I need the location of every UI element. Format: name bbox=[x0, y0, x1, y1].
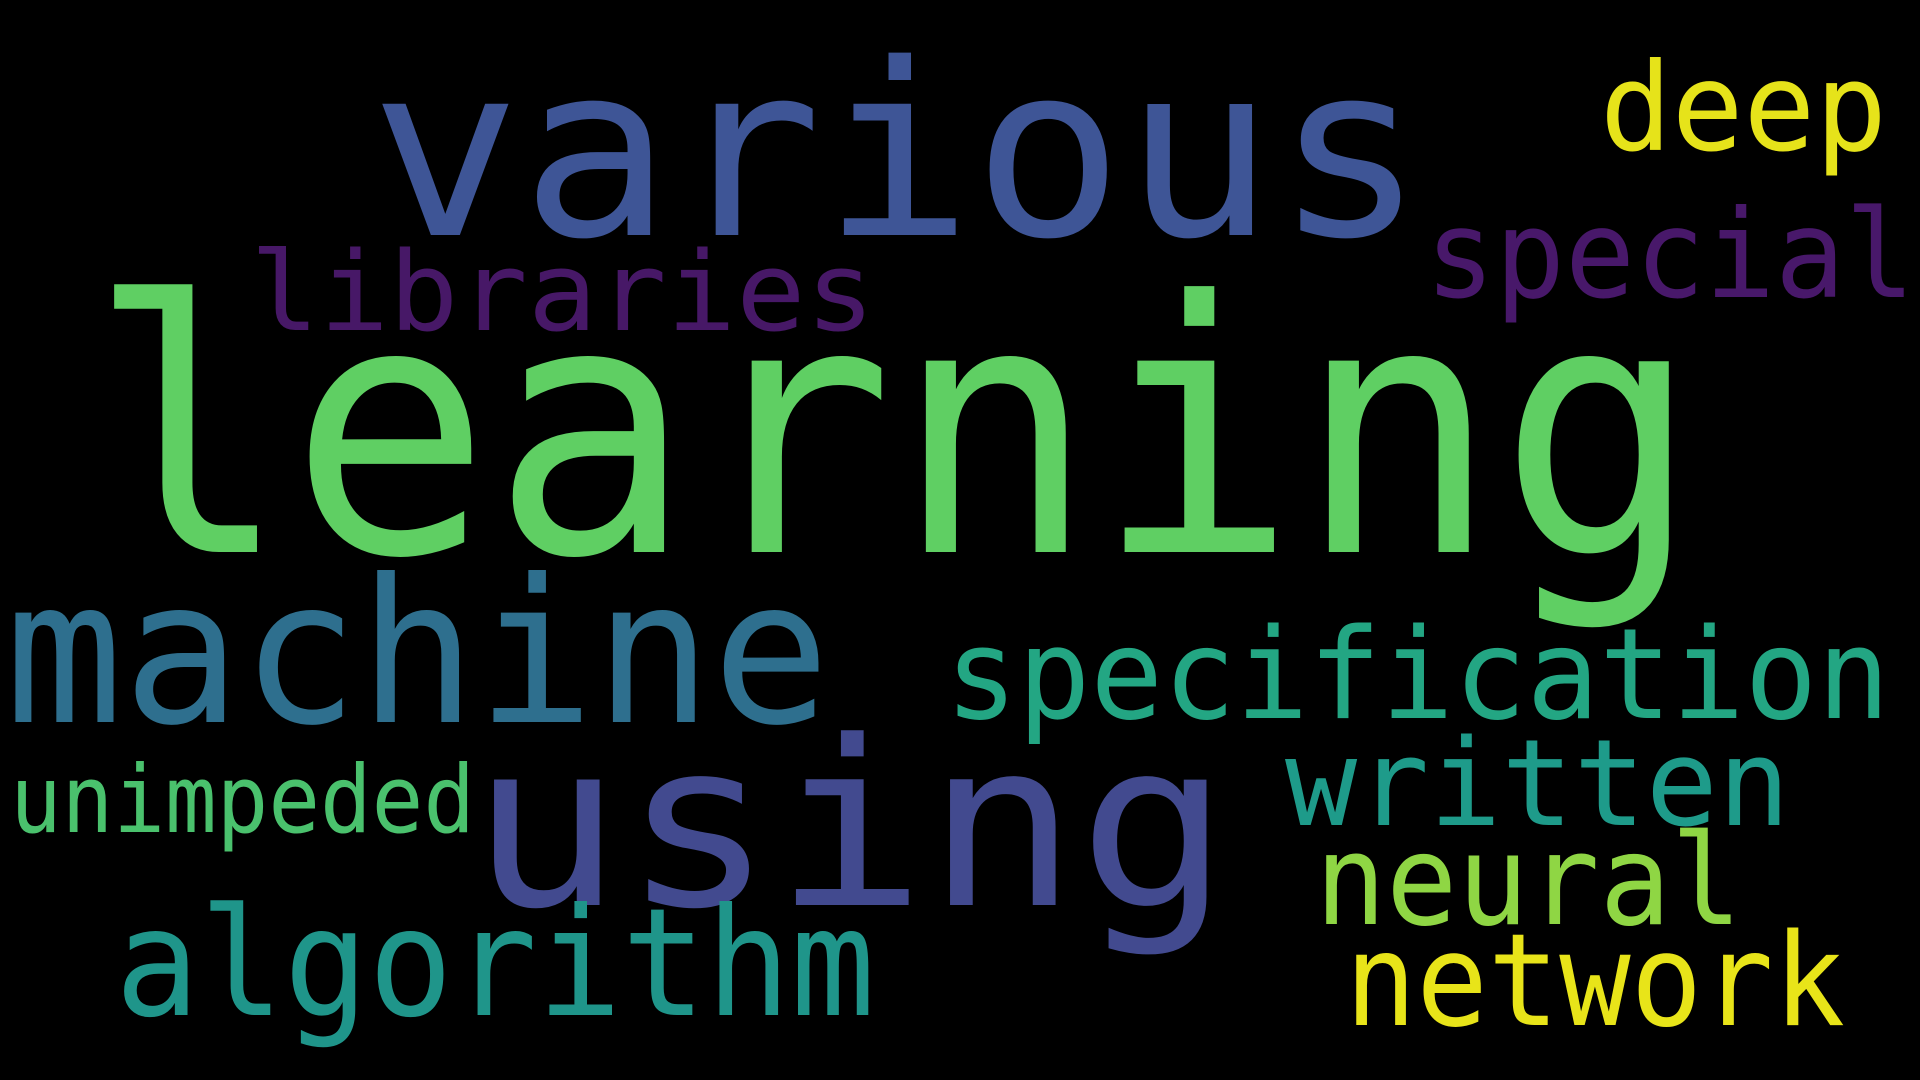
word-unimpeded: unimpeded bbox=[10, 746, 475, 855]
word-machine: machine bbox=[5, 537, 830, 770]
word-algorithm: algorithm bbox=[115, 877, 875, 1051]
word-various: various bbox=[370, 12, 1425, 292]
word-using: using bbox=[470, 693, 1230, 960]
word-deep: deep bbox=[1600, 37, 1887, 179]
word-special: special bbox=[1425, 184, 1915, 326]
word-learning: learning bbox=[88, 227, 1700, 635]
word-network: network bbox=[1345, 907, 1845, 1056]
word-libraries: libraries bbox=[250, 228, 875, 356]
word-neural: neural bbox=[1315, 807, 1742, 954]
word-written: written bbox=[1285, 715, 1790, 854]
word-specification: specification bbox=[945, 601, 1890, 748]
